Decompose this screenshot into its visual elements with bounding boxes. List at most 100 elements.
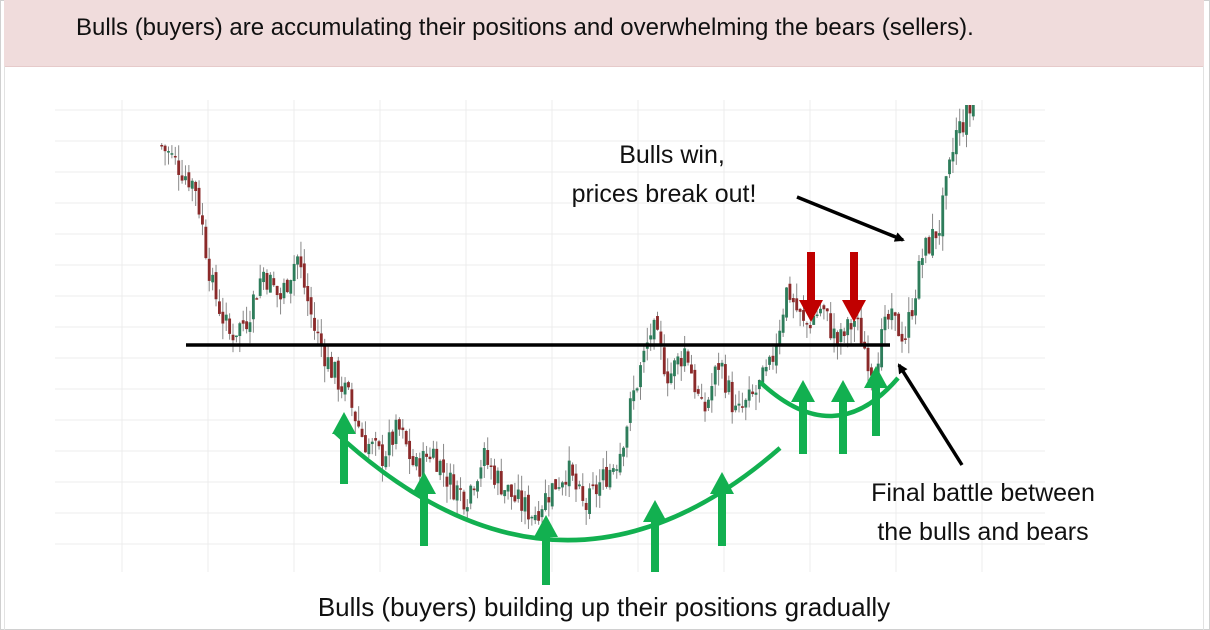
left-border xyxy=(4,66,5,630)
bear-candle xyxy=(679,357,683,367)
bear-candle xyxy=(204,226,208,259)
bear-candle xyxy=(452,474,456,500)
bear-candle xyxy=(968,105,972,114)
bull-candle xyxy=(251,294,255,320)
bull-candle xyxy=(431,448,435,458)
bear-candle xyxy=(197,187,201,215)
bull-candle xyxy=(367,443,371,455)
bear-candle xyxy=(397,419,401,430)
bull-candle xyxy=(530,516,534,519)
bull-candle xyxy=(768,356,771,365)
bear-candle xyxy=(486,450,490,465)
bull-candle xyxy=(971,105,975,117)
bear-candle xyxy=(700,397,704,399)
arrow-down-icon xyxy=(842,300,866,322)
bear-candle xyxy=(594,484,598,495)
arrow-up-icon xyxy=(864,366,888,388)
bull-candle xyxy=(713,366,717,385)
bear-candle xyxy=(459,488,462,490)
arrow-up-icon-shaft xyxy=(799,398,807,454)
bear-candle xyxy=(418,458,422,477)
bull-candle xyxy=(516,489,520,499)
bull-candle xyxy=(917,260,921,299)
bear-candle xyxy=(927,237,931,254)
arrow-up-icon xyxy=(412,472,436,494)
bull-candle xyxy=(819,308,822,314)
banner-text: Bulls (buyers) are accumulating their po… xyxy=(76,14,974,41)
bear-candle xyxy=(177,160,181,175)
bear-candle xyxy=(520,490,524,511)
arrow-up-icon-shaft xyxy=(839,398,847,454)
bear-candle xyxy=(870,367,873,376)
bear-candle xyxy=(347,382,350,388)
bear-candle xyxy=(272,278,276,286)
bear-candle xyxy=(574,473,578,490)
bear-candle xyxy=(350,389,354,408)
bear-candle xyxy=(825,308,829,312)
bear-candle xyxy=(527,494,530,520)
bear-candle xyxy=(662,347,666,375)
bull-candle xyxy=(853,320,856,327)
bear-candle xyxy=(866,347,870,372)
bull-candle xyxy=(628,398,632,423)
bear-candle xyxy=(822,305,826,310)
bear-candle xyxy=(771,355,775,362)
bull-candle xyxy=(635,388,639,391)
bull-candle xyxy=(190,180,194,189)
bull-candle xyxy=(557,487,561,489)
bear-candle xyxy=(656,316,659,330)
bear-candle xyxy=(903,338,907,340)
bear-candle xyxy=(299,256,303,268)
bear-candle xyxy=(547,497,551,503)
bear-candle xyxy=(591,484,595,487)
bull-candle xyxy=(931,228,934,256)
bear-candle xyxy=(201,215,204,225)
right-border xyxy=(1203,66,1204,630)
bull-candle xyxy=(914,298,917,316)
bear-candle xyxy=(696,389,700,394)
bull-candle xyxy=(289,280,293,294)
bear-candle xyxy=(194,181,198,192)
bull-candle xyxy=(618,453,622,473)
bear-candle xyxy=(571,464,575,476)
bear-candle xyxy=(340,386,344,392)
bull-candle xyxy=(883,316,887,331)
bear-candle xyxy=(791,298,795,303)
bear-candle xyxy=(353,411,357,422)
bull-candle xyxy=(370,441,374,445)
bull-candle xyxy=(469,485,473,504)
bear-candle xyxy=(316,331,320,334)
bull-candle xyxy=(496,470,500,484)
bull-candle xyxy=(503,490,507,497)
bull-candle xyxy=(248,322,252,332)
bear-candle xyxy=(513,495,517,502)
header-banner: Bulls (buyers) are accumulating their po… xyxy=(4,0,1204,67)
bear-candle xyxy=(313,317,316,331)
arrow-up-icon xyxy=(791,380,815,402)
bear-candle xyxy=(180,175,184,181)
bull-candle xyxy=(880,329,884,368)
bull-candle xyxy=(479,467,483,479)
bear-candle xyxy=(279,293,282,300)
bull-candle xyxy=(720,362,724,367)
bear-candle xyxy=(808,325,812,329)
bull-candle xyxy=(649,335,653,340)
bear-candle xyxy=(360,428,364,437)
final-battle-label-line1: Final battle between xyxy=(871,479,1095,507)
bull-candle xyxy=(958,121,962,134)
bull-candle xyxy=(839,329,843,342)
bull-candle xyxy=(615,469,619,471)
bear-candle xyxy=(357,420,361,427)
bull-candle xyxy=(920,258,924,265)
bear-candle xyxy=(666,371,670,384)
bear-candle xyxy=(693,369,697,393)
bear-candle xyxy=(207,258,211,281)
breakout-pointer-arrow xyxy=(796,195,905,242)
bull-candle xyxy=(890,308,894,321)
bull-candle xyxy=(757,379,761,390)
bear-candle xyxy=(730,381,734,413)
bull-candle xyxy=(761,367,765,383)
bear-candle xyxy=(401,427,405,431)
bear-candle xyxy=(934,231,938,239)
